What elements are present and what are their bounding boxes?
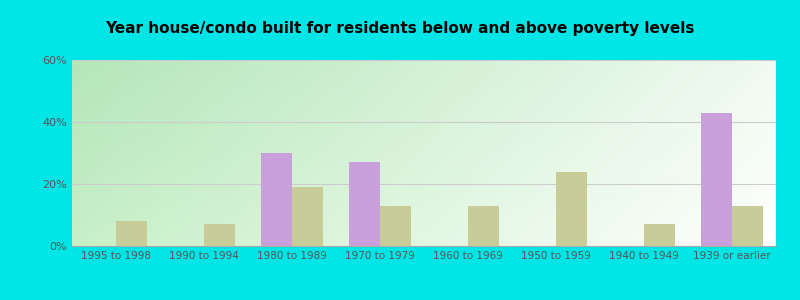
Bar xyxy=(292,187,323,246)
Bar xyxy=(732,206,763,246)
Bar xyxy=(261,153,292,246)
Bar xyxy=(701,113,732,246)
Bar xyxy=(350,162,380,246)
Bar xyxy=(204,224,235,246)
Bar xyxy=(468,206,499,246)
Bar xyxy=(556,172,586,246)
Bar xyxy=(116,221,147,246)
Text: Year house/condo built for residents below and above poverty levels: Year house/condo built for residents bel… xyxy=(106,21,694,36)
Bar xyxy=(644,224,674,246)
Bar xyxy=(380,206,411,246)
